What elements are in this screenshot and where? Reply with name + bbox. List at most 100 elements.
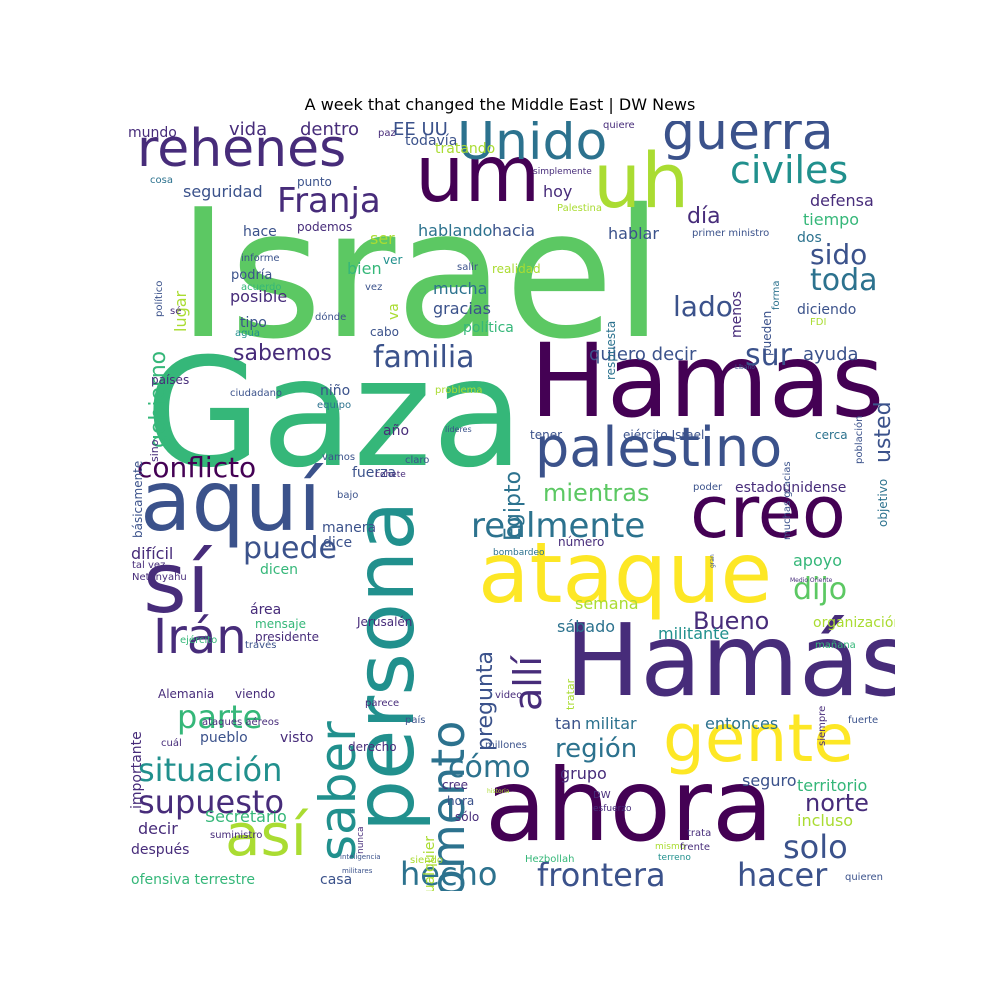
word: población <box>854 415 865 464</box>
word: DW <box>593 790 611 801</box>
word: estadounidense <box>735 480 847 496</box>
word: pregunta <box>473 650 498 751</box>
word: millones <box>485 740 527 751</box>
word: país <box>405 715 426 726</box>
word: hoy <box>543 182 573 201</box>
word: gracias <box>433 299 491 318</box>
word: sino <box>148 439 161 463</box>
word: claro <box>405 455 430 466</box>
word: mañana <box>815 640 856 651</box>
word: dos <box>797 230 822 246</box>
word: después <box>131 842 190 858</box>
word: Gaza <box>145 327 524 501</box>
word: muchas gracias <box>782 461 793 540</box>
word: paz <box>378 128 396 139</box>
word-cloud: Israel Gaza Hamas Hamás ahora persona aq… <box>125 121 895 891</box>
word: número <box>558 535 605 549</box>
word: tal vez <box>132 560 166 571</box>
word: cohete <box>375 470 406 480</box>
word: toda <box>810 263 878 298</box>
word: salir <box>457 262 479 273</box>
word: cabo <box>370 325 399 339</box>
word: territorio <box>797 776 868 795</box>
word: militante <box>658 624 730 643</box>
word: frente <box>680 842 710 853</box>
word: siendo <box>410 855 443 866</box>
word: EE UU <box>393 121 448 140</box>
word: mientras <box>543 479 650 507</box>
word: forma <box>771 280 782 310</box>
word: ayuda <box>803 344 859 365</box>
word: Medio Oriente <box>790 577 833 584</box>
word: punto <box>297 175 332 189</box>
word: Israel <box>177 171 664 378</box>
word: mensaje <box>255 617 306 631</box>
word: quiere <box>603 121 635 131</box>
word: dijo <box>793 572 848 607</box>
word: Jerusalén <box>357 615 413 629</box>
word: civiles <box>730 148 849 192</box>
word: va <box>386 303 402 320</box>
word: grupo <box>560 764 607 783</box>
word: cosa <box>150 175 173 186</box>
word: video <box>495 690 523 701</box>
word: realmente <box>471 506 646 546</box>
word: posible <box>230 287 288 306</box>
word: inteligencia <box>340 853 381 861</box>
word: cerca <box>815 428 848 442</box>
word: apoyo <box>793 551 843 570</box>
word: seguro <box>742 771 797 790</box>
word: Alemania <box>158 687 215 701</box>
word: siempre <box>817 705 828 746</box>
word: tener <box>530 428 563 442</box>
word: entonces <box>705 714 779 733</box>
word: diciendo <box>797 302 857 318</box>
word: sí <box>143 534 211 632</box>
word: países <box>151 373 190 387</box>
word: militares <box>342 867 373 875</box>
word: familia <box>373 340 475 375</box>
word: todavía <box>405 133 458 149</box>
word: parte <box>177 698 263 736</box>
word: política <box>463 320 514 336</box>
word: Líbano <box>735 364 755 371</box>
word: bien <box>347 259 382 278</box>
word: ciudadano <box>230 388 283 399</box>
word: hablar <box>608 224 659 243</box>
word: cómo <box>448 750 531 785</box>
word: supuesto <box>138 783 285 821</box>
chart-title: A week that changed the Middle East | DW… <box>304 95 696 114</box>
word: sido <box>810 238 868 271</box>
word: dicen <box>260 562 298 578</box>
word: informe <box>241 253 280 264</box>
word: ejército <box>180 635 218 646</box>
word: ver <box>383 253 403 267</box>
word: Hamás <box>565 602 895 719</box>
word: podría <box>231 268 273 283</box>
word: presidente <box>255 630 319 644</box>
word: gente <box>663 700 854 777</box>
word: incluso <box>797 811 854 830</box>
word: casa <box>320 872 353 888</box>
word: puede <box>243 531 338 566</box>
word: viendo <box>235 687 276 701</box>
word: podemos <box>297 220 353 234</box>
word: tratando <box>435 141 496 157</box>
word: frontera <box>537 856 666 891</box>
word: organización terrorista <box>813 615 895 631</box>
word: fuerte <box>848 715 879 726</box>
word: dice <box>323 535 353 551</box>
word: mundo <box>128 125 177 141</box>
word: Egipto <box>501 470 526 541</box>
word: ofensiva terrestre <box>131 872 255 888</box>
word: poder <box>693 482 723 493</box>
word: gran <box>709 554 716 568</box>
word: agua <box>235 328 260 339</box>
word: allí <box>506 656 550 711</box>
word: pueden <box>760 310 774 356</box>
word: um <box>415 130 541 220</box>
word: sábado <box>557 617 616 636</box>
word: menos <box>729 291 745 338</box>
word: mismo <box>655 842 686 852</box>
word: norte <box>805 789 869 817</box>
